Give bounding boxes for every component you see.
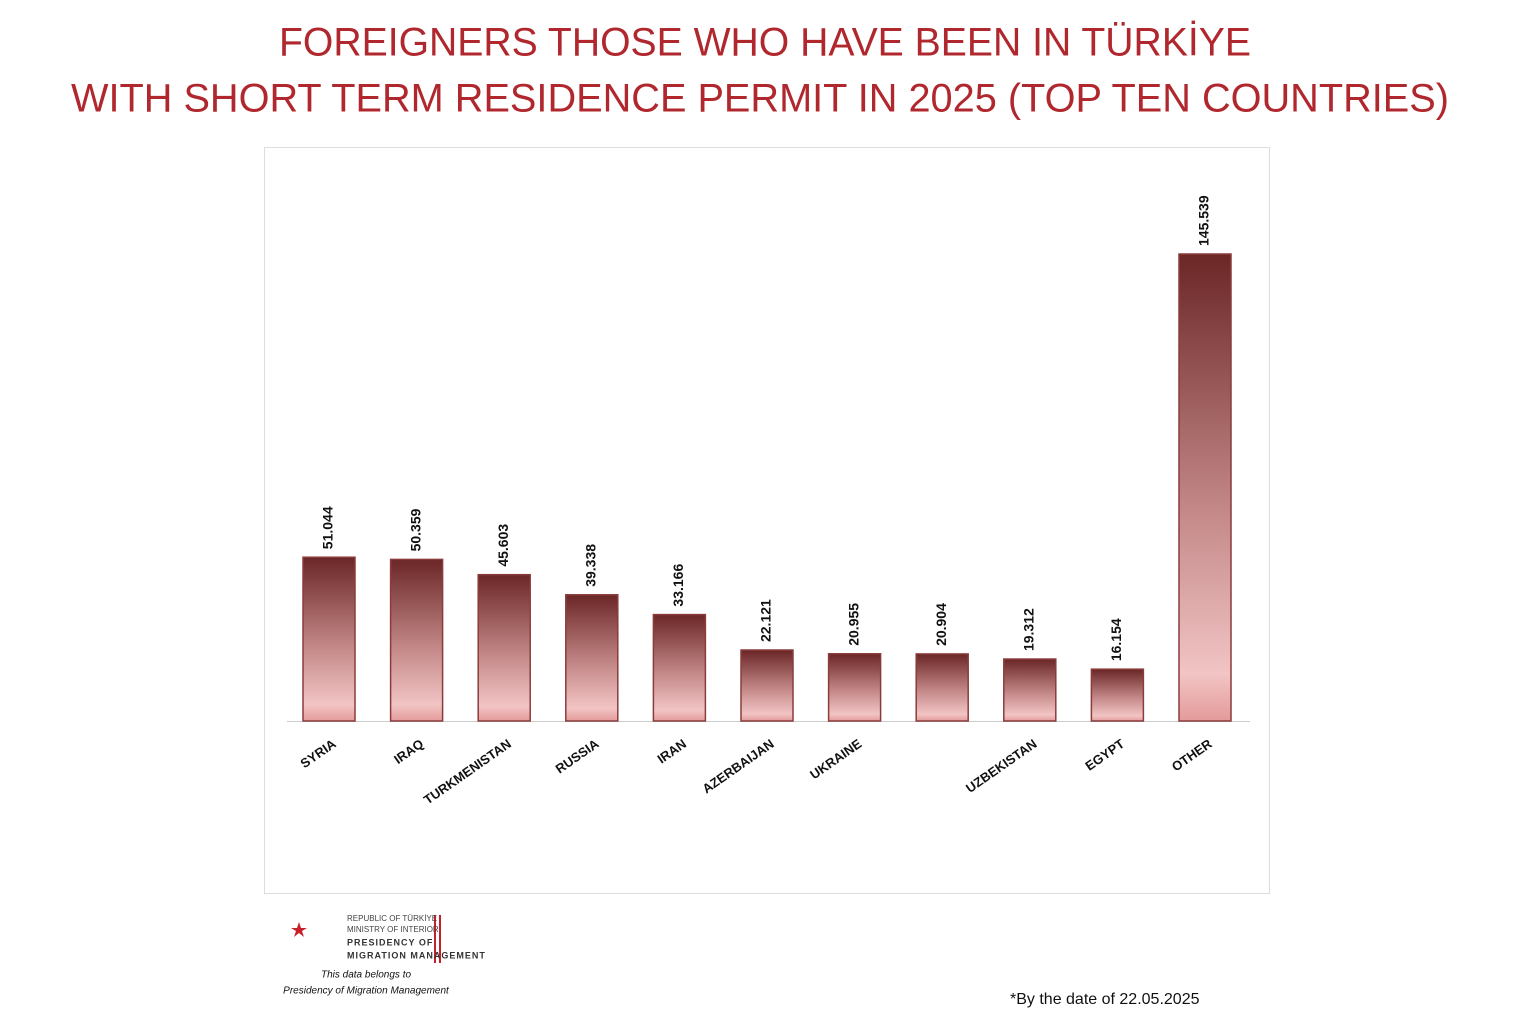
bar <box>1178 253 1232 722</box>
logo-bar <box>434 915 436 963</box>
bar <box>302 556 356 722</box>
chart-frame <box>264 147 1270 894</box>
footnote: *By the date of 22.05.2025 <box>1010 991 1200 1008</box>
value-label: 45.603 <box>495 524 511 567</box>
bar <box>565 594 619 722</box>
logo-text: MIGRATION MANAGEMENT <box>347 950 486 960</box>
chart-title: WITH SHORT TERM RESIDENCE PERMIT IN 2025… <box>71 77 1449 121</box>
value-label: 39.338 <box>583 544 599 587</box>
bar <box>915 653 969 722</box>
value-label: 22.121 <box>758 599 774 642</box>
value-label: 145.539 <box>1196 195 1212 246</box>
bar <box>1003 658 1057 722</box>
logo: REPUBLIC OF TÜRKİYE MINISTRY OF INTERIOR… <box>283 914 486 997</box>
logo-text: MINISTRY OF INTERIOR <box>347 925 439 934</box>
bar <box>389 558 444 722</box>
bar <box>477 573 531 722</box>
value-label: 33.166 <box>670 564 686 607</box>
value-label: 19.312 <box>1021 608 1037 651</box>
logo-bar <box>439 915 441 963</box>
bar <box>827 653 882 722</box>
logo-text: PRESIDENCY OF <box>347 937 433 947</box>
bar <box>652 613 707 722</box>
value-label: 20.904 <box>933 603 949 646</box>
value-label: 20.955 <box>845 603 861 646</box>
logo-star <box>291 922 307 937</box>
logo-note: Presidency of Migration Management <box>283 986 450 997</box>
logo-text: REPUBLIC OF TÜRKİYE <box>347 914 437 923</box>
value-label: 51.044 <box>320 506 336 549</box>
bar <box>1090 668 1145 722</box>
logo-note: This data belongs to <box>321 970 411 981</box>
chart-title: FOREIGNERS THOSE WHO HAVE BEEN IN TÜRKİY… <box>279 20 1251 65</box>
value-label: 50.359 <box>407 508 423 551</box>
bar <box>740 649 794 722</box>
value-label: 16.154 <box>1108 618 1124 661</box>
